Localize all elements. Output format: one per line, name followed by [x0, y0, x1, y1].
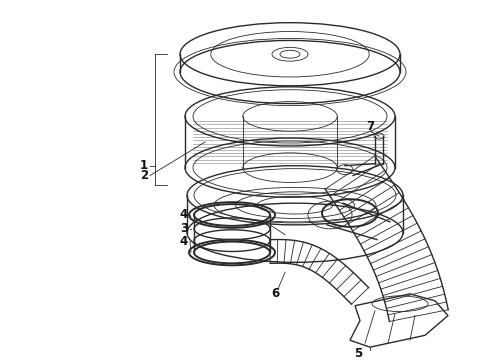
- Text: 7: 7: [366, 120, 374, 133]
- Text: 5: 5: [354, 347, 362, 360]
- Text: 3: 3: [180, 222, 188, 235]
- Text: 1: 1: [140, 159, 148, 172]
- Text: 6: 6: [271, 287, 279, 300]
- Text: 2: 2: [140, 169, 148, 182]
- Text: 4: 4: [180, 208, 188, 221]
- Text: 4: 4: [180, 235, 188, 248]
